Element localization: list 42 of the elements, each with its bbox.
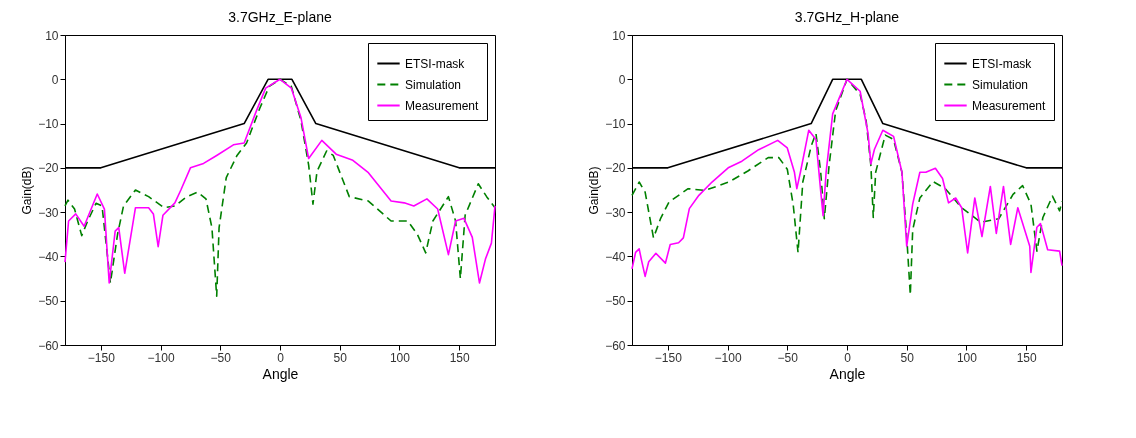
- y-tick-label: −10: [38, 117, 59, 132]
- x-tick-label: 0: [844, 350, 852, 365]
- legend-label: Measurement: [405, 98, 480, 113]
- y-tick-label: −40: [38, 249, 59, 264]
- legend-label: Simulation: [405, 77, 462, 92]
- x-tick-label: −150: [654, 350, 683, 365]
- legend-label: ETSI-mask: [405, 56, 466, 71]
- y-tick-label: 10: [612, 28, 626, 43]
- y-tick-label: 0: [618, 72, 626, 87]
- y-tick-label: −50: [38, 294, 59, 309]
- x-tick-label: −50: [777, 350, 799, 365]
- legend-label: ETSI-mask: [972, 56, 1033, 71]
- x-axis-title: Angle: [262, 365, 299, 382]
- y-tick-label: 0: [51, 72, 59, 87]
- legend-label: Measurement: [972, 98, 1047, 113]
- y-tick-label: −20: [605, 161, 626, 176]
- x-tick-label: 50: [333, 350, 348, 365]
- x-tick-label: 100: [956, 350, 978, 365]
- y-tick-label: −30: [605, 205, 626, 220]
- y-tick-label: −20: [38, 161, 59, 176]
- x-tick-label: −100: [714, 350, 742, 365]
- x-tick-label: 100: [389, 350, 411, 365]
- x-axis-title: Angle: [829, 365, 866, 382]
- chart-title: 3.7GHz_E-plane: [228, 9, 332, 25]
- y-axis-title: Gain(dB): [587, 166, 602, 215]
- y-tick-label: −10: [605, 117, 626, 132]
- legend-label: Simulation: [972, 77, 1029, 92]
- y-tick-label: −40: [605, 249, 626, 264]
- y-tick-label: −50: [605, 294, 626, 309]
- y-tick-label: −30: [38, 205, 59, 220]
- x-tick-label: −150: [87, 350, 116, 365]
- x-tick-label: 150: [1016, 350, 1037, 365]
- x-tick-label: 0: [277, 350, 285, 365]
- y-tick-label: −60: [38, 338, 59, 353]
- x-tick-label: 50: [900, 350, 915, 365]
- y-tick-label: 10: [45, 28, 59, 43]
- y-axis-title: Gain(dB): [20, 166, 35, 215]
- x-tick-label: −50: [210, 350, 232, 365]
- y-tick-label: −60: [605, 338, 626, 353]
- chart-title: 3.7GHz_H-plane: [794, 9, 900, 25]
- x-tick-label: 150: [449, 350, 470, 365]
- x-tick-label: −100: [147, 350, 175, 365]
